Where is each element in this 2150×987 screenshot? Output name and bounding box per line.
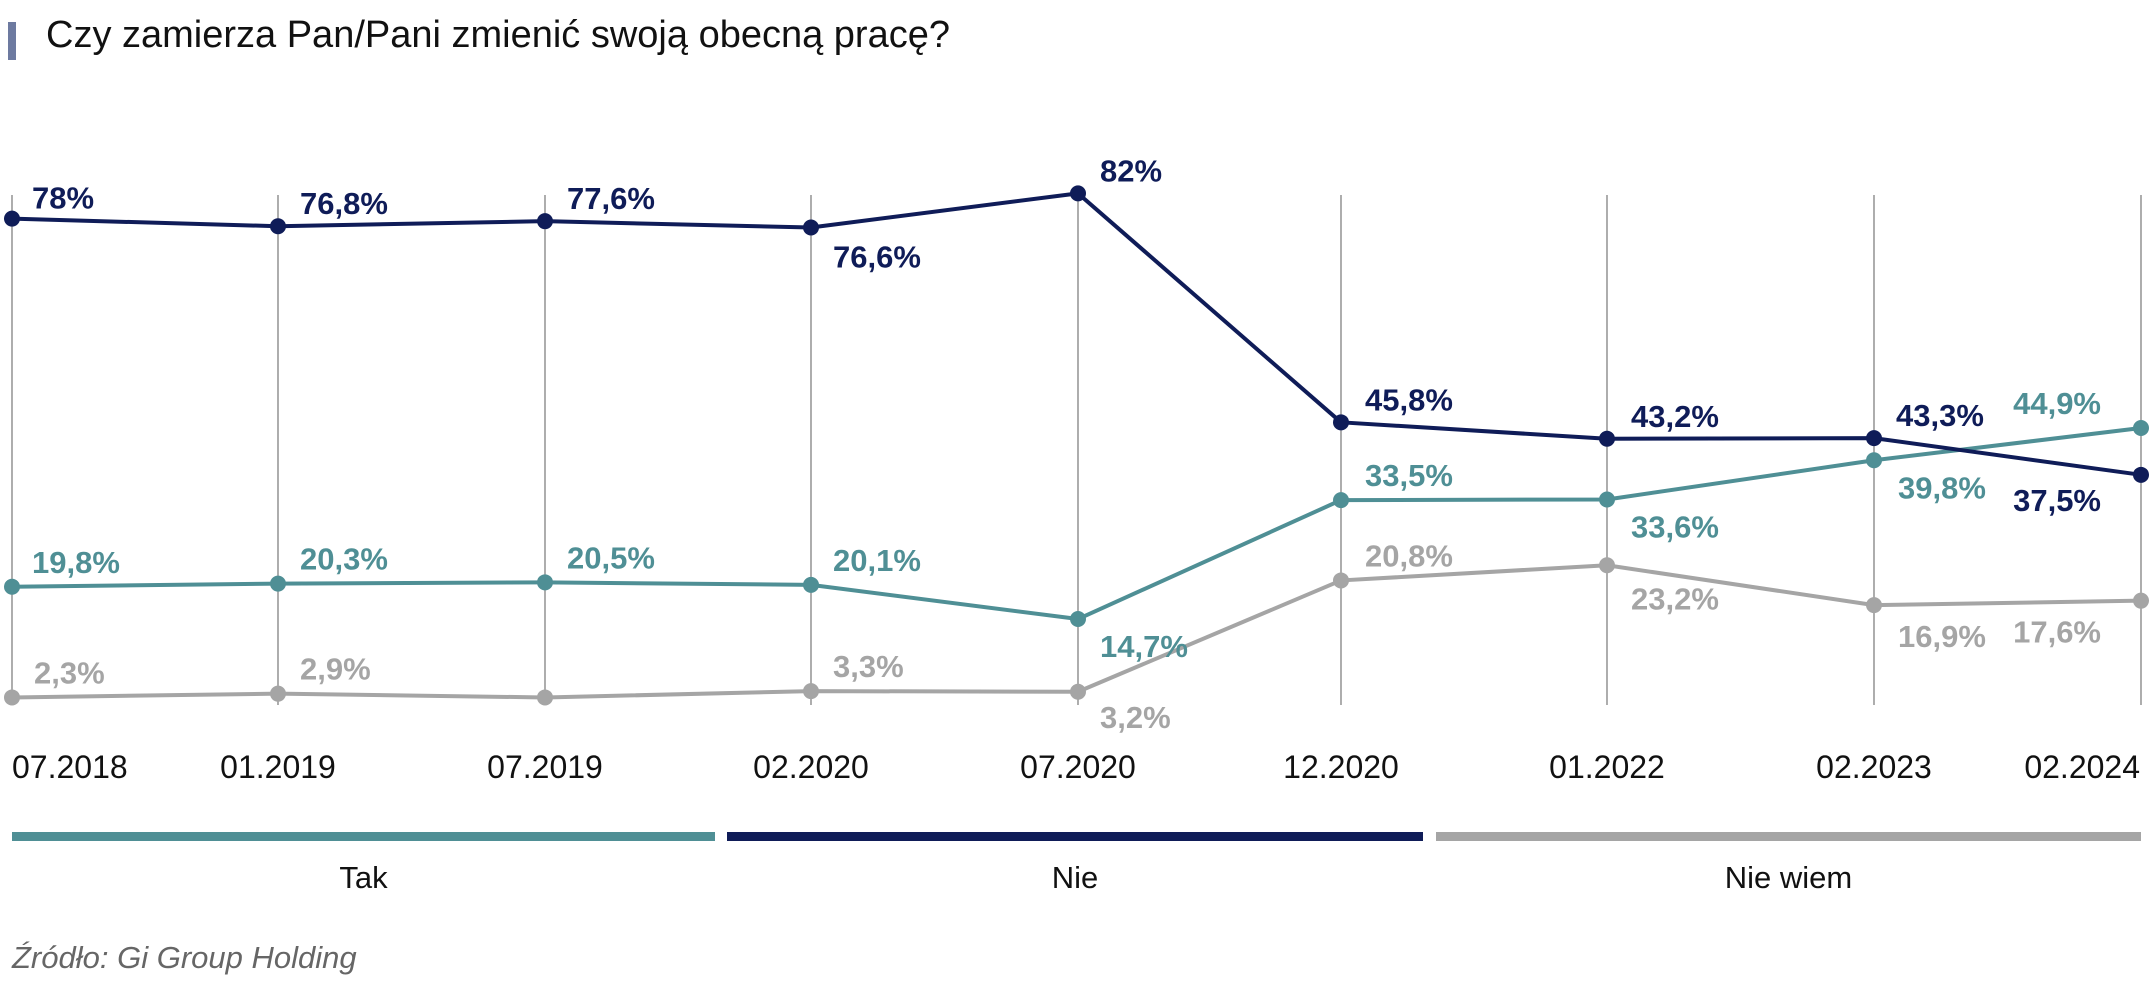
series-line-nie: [11, 191, 2142, 477]
data-point-nie-wiem-0: [4, 689, 20, 706]
data-label-nie-1: 76,8%: [300, 186, 388, 221]
data-point-nie-wiem-1: [270, 685, 286, 702]
data-point-tak-2: [537, 574, 553, 591]
data-label-nie-2: 77,6%: [567, 181, 655, 216]
data-point-nie-5: [1333, 414, 1349, 431]
data-point-tak-3: [803, 576, 819, 593]
data-point-tak-0: [4, 578, 20, 595]
data-point-tak-6: [1599, 491, 1615, 508]
data-point-nie-wiem-7: [1866, 597, 1882, 614]
legend-swatch-nie-wiem: [1436, 832, 2141, 841]
data-label-tak-6: 33,6%: [1631, 509, 1719, 544]
data-label-tak-2: 20,5%: [567, 540, 655, 575]
data-point-nie-0: [4, 210, 20, 227]
data-point-nie-6: [1599, 430, 1615, 447]
data-point-nie-8: [2133, 466, 2149, 483]
data-label-nie-3: 76,6%: [833, 240, 921, 275]
data-label-nie-6: 43,2%: [1631, 399, 1719, 434]
title-accent-bar: [8, 22, 16, 60]
x-tick-label-2: 07.2019: [487, 749, 603, 785]
data-label-nie-wiem-6: 23,2%: [1631, 581, 1719, 616]
source-note: Źródło: Gi Group Holding: [12, 940, 357, 975]
series-line-tak: [11, 426, 2142, 622]
data-point-tak-5: [1333, 492, 1349, 509]
x-tick-label-1: 01.2019: [220, 749, 336, 785]
data-point-nie-3: [803, 219, 819, 236]
data-label-nie-8: 37,5%: [2013, 483, 2101, 518]
data-label-tak-4: 14,7%: [1100, 629, 1188, 664]
data-point-nie-wiem-5: [1333, 572, 1349, 589]
data-point-nie-2: [537, 213, 553, 230]
data-point-nie-wiem-3: [803, 683, 819, 700]
data-point-nie-wiem-8: [2133, 592, 2149, 609]
data-label-nie-wiem-3: 3,3%: [833, 649, 904, 684]
chart-title: Czy zamierza Pan/Pani zmienić swoją obec…: [46, 14, 950, 56]
data-point-tak-1: [270, 575, 286, 592]
data-label-nie-wiem-8: 17,6%: [2013, 615, 2101, 650]
data-label-nie-wiem-5: 20,8%: [1365, 538, 1453, 573]
data-label-nie-0: 78%: [32, 181, 94, 216]
data-label-tak-3: 20,1%: [833, 543, 921, 578]
data-label-tak-7: 39,8%: [1898, 470, 1986, 505]
data-label-nie-wiem-0: 2,3%: [34, 655, 105, 690]
x-tick-label-5: 12.2020: [1283, 749, 1399, 785]
data-label-nie-5: 45,8%: [1365, 382, 1453, 417]
legend-label-nie: Nie: [1052, 860, 1099, 895]
data-point-nie-wiem-6: [1599, 557, 1615, 574]
data-label-nie-wiem-1: 2,9%: [300, 652, 371, 687]
data-label-tak-8: 44,9%: [2013, 386, 2101, 421]
x-tick-label-8: 02.2024: [2024, 749, 2140, 785]
data-label-tak-1: 20,3%: [300, 542, 388, 577]
data-label-nie-4: 82%: [1100, 153, 1162, 188]
data-label-nie-wiem-7: 16,9%: [1898, 619, 1986, 654]
legend-swatch-tak: [12, 832, 715, 841]
x-tick-label-6: 01.2022: [1549, 749, 1665, 785]
legend-label-tak: Tak: [339, 860, 388, 895]
legend-swatch-nie: [727, 832, 1423, 841]
data-point-tak-4: [1070, 611, 1086, 628]
data-point-tak-8: [2133, 420, 2149, 437]
x-tick-label-0: 07.2018: [12, 749, 128, 785]
data-label-nie-wiem-4: 3,2%: [1100, 700, 1171, 735]
x-tick-label-4: 07.2020: [1020, 749, 1136, 785]
data-label-tak-0: 19,8%: [32, 545, 120, 580]
data-point-nie-4: [1070, 185, 1086, 202]
data-label-nie-7: 43,3%: [1896, 398, 1984, 433]
data-point-nie-1: [270, 218, 286, 235]
data-point-tak-7: [1866, 452, 1882, 469]
data-point-nie-7: [1866, 430, 1882, 447]
data-point-nie-wiem-4: [1070, 683, 1086, 700]
data-point-nie-wiem-2: [537, 689, 553, 706]
x-tick-label-7: 02.2023: [1816, 749, 1932, 785]
data-label-tak-5: 33,5%: [1365, 458, 1453, 493]
x-tick-label-3: 02.2020: [753, 749, 869, 785]
legend-label-nie-wiem: Nie wiem: [1725, 860, 1852, 895]
